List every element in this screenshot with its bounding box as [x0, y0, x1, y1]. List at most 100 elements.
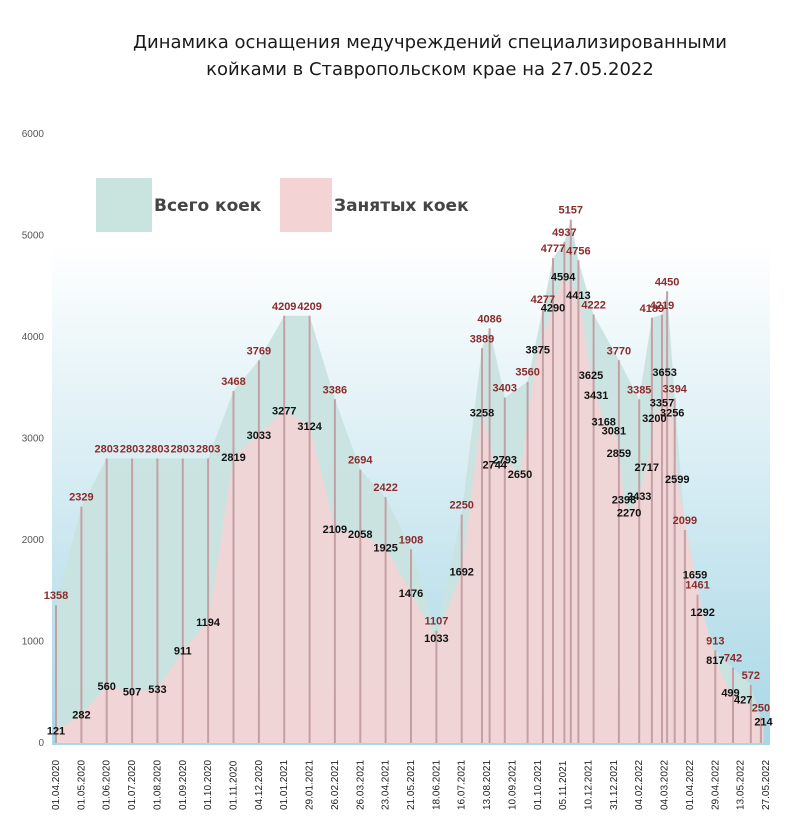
x-tick-label: 13.05.2022	[736, 760, 747, 810]
total-beds-label: 742	[724, 653, 742, 665]
y-tick-label: 1000	[22, 637, 45, 648]
x-tick-label: 01.11.2020	[229, 760, 240, 810]
occupied-beds-label: 2398	[612, 495, 636, 507]
total-beds-label: 4777	[541, 243, 565, 255]
x-tick-label: 13.08.2021	[482, 760, 493, 810]
occupied-beds-label: 2433	[627, 491, 651, 503]
total-beds-label: 3770	[607, 345, 631, 357]
occupied-beds-label: 214	[754, 716, 773, 728]
chart-title-line-2: койками в Ставропольском крае на 27.05.2…	[206, 59, 654, 80]
occupied-beds-label: 3124	[297, 421, 322, 433]
occupied-beds-label: 817	[706, 655, 724, 667]
occupied-beds-label: 2859	[607, 448, 631, 460]
total-beds-label: 2099	[673, 515, 697, 527]
x-tick-label: 01.05.2020	[76, 760, 87, 810]
bar-layer	[55, 219, 762, 743]
x-tick-label: 18.06.2021	[431, 760, 442, 810]
x-tick-label: 04.03.2022	[660, 760, 671, 810]
legend: Всего коек Занятых коек	[96, 178, 469, 232]
total-beds-label: 2803	[171, 444, 195, 456]
occupied-beds-label: 4290	[541, 303, 565, 315]
occupied-beds-label: 533	[148, 684, 166, 696]
legend-swatch-occupied	[280, 178, 332, 232]
occupied-beds-label: 3357	[650, 397, 674, 409]
total-beds-label: 5157	[559, 205, 583, 217]
occupied-beds-label: 3625	[579, 370, 603, 382]
total-beds-label: 4756	[566, 245, 590, 257]
occupied-beds-label: 2744	[482, 460, 507, 472]
total-beds-label: 4937	[552, 227, 576, 239]
occupied-beds-label: 3200	[642, 413, 666, 425]
occupied-beds-label: 3431	[584, 390, 608, 402]
occupied-beds-label: 121	[47, 726, 65, 738]
x-tick-label: 01.10.2020	[203, 760, 214, 810]
axis-layer: 0 1000 2000 3000 4000 5000 6000 01.04.2020 01.05…	[22, 129, 772, 810]
occupied-beds-label: 2270	[617, 508, 641, 520]
x-tick-label: 16.07.2021	[457, 760, 468, 810]
total-beds-label: 1358	[44, 590, 68, 602]
x-tick-label: 04.02.2022	[634, 760, 645, 810]
x-tick-label: 26.02.2021	[330, 760, 341, 810]
total-beds-label: 3386	[323, 384, 347, 396]
x-tick-label: 26.03.2021	[355, 760, 366, 810]
y-tick-label: 6000	[22, 129, 45, 140]
total-beds-label: 4086	[477, 313, 501, 325]
total-beds-label: 1908	[399, 534, 423, 546]
occupied-beds-label: 3168	[591, 416, 615, 428]
x-tick-label: 31.12.2021	[609, 760, 620, 810]
total-beds-label: 4209	[272, 301, 296, 313]
x-tick-label: 01.07.2020	[127, 760, 138, 810]
occupied-beds-label: 499	[721, 687, 739, 699]
total-beds-label: 4277	[531, 294, 555, 306]
total-beds-label: 3889	[470, 333, 494, 345]
occupied-beds-label: 2793	[493, 455, 517, 467]
occupied-beds-label: 282	[72, 709, 90, 721]
x-tick-label: 01.04.2022	[685, 760, 696, 810]
total-beds-label: 2803	[145, 444, 169, 456]
x-tick-label: 10.12.2021	[584, 760, 595, 810]
occupied-beds-label: 1292	[690, 607, 714, 619]
x-tick-label: 29.01.2021	[305, 760, 316, 810]
x-tick-label: 29.04.2022	[710, 760, 721, 810]
total-beds-label: 2803	[94, 444, 118, 456]
total-beds-label: 572	[742, 670, 760, 682]
total-beds-label: 913	[706, 635, 724, 647]
occupied-beds-label: 2599	[665, 474, 689, 486]
occupied-beds-label: 3258	[470, 407, 494, 419]
total-beds-label: 1107	[424, 616, 448, 628]
total-beds-label: 4209	[297, 301, 321, 313]
occupied-beds-label: 3256	[660, 408, 684, 420]
total-beds-label: 4219	[650, 300, 674, 312]
x-tick-label: 04.12.2020	[254, 760, 265, 810]
occupied-beds-label: 3875	[526, 345, 550, 357]
x-tick-label: 23.04.2021	[381, 760, 392, 810]
x-tick-label: 21.05.2021	[406, 760, 417, 810]
total-beds-label: 3394	[662, 384, 687, 396]
x-tick-label: 01.09.2020	[178, 760, 189, 810]
occupied-beds-label: 1659	[683, 570, 707, 582]
total-beds-label: 2803	[196, 444, 220, 456]
total-beds-label: 3468	[221, 376, 245, 388]
total-beds-label: 2694	[348, 455, 373, 467]
total-beds-label: 250	[752, 703, 770, 715]
total-beds-label: 4222	[581, 300, 605, 312]
occupied-beds-label: 2819	[221, 452, 245, 464]
y-tick-label: 2000	[22, 535, 45, 546]
total-beds-label: 4450	[655, 276, 679, 288]
occupied-beds-label: 3277	[272, 405, 296, 417]
occupied-beds-label: 3081	[602, 425, 626, 437]
occupied-beds-label: 560	[98, 681, 116, 693]
total-beds-label: 2422	[373, 482, 397, 494]
y-tick-label: 5000	[22, 231, 45, 242]
occupied-beds-label: 1476	[399, 588, 423, 600]
total-beds-label: 3403	[493, 383, 517, 395]
x-tick-label: 01.04.2020	[51, 760, 62, 810]
occupied-beds-label: 1194	[196, 617, 221, 629]
total-beds-label: 4189	[640, 303, 664, 315]
chart-title-line-1: Динамика оснащения медучреждений специал…	[133, 32, 727, 53]
y-tick-label: 3000	[22, 434, 45, 445]
y-tick-label: 0	[38, 738, 44, 749]
x-tick-label: 10.09.2021	[507, 760, 518, 810]
